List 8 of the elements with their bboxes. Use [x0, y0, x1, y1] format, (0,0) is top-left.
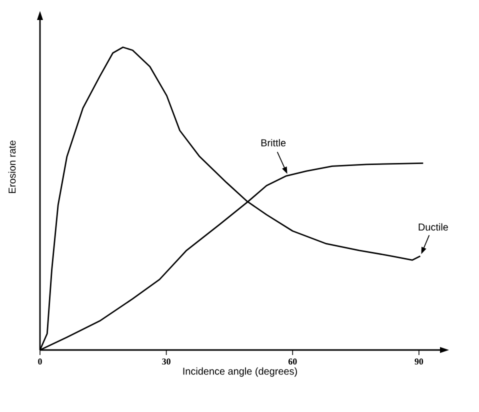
x-tick-label: 0: [38, 358, 42, 365]
y-axis-title: Erosion rate: [8, 140, 16, 194]
x-tick-label: 60: [288, 358, 297, 365]
x-tick-label: 30: [162, 358, 170, 365]
x-tick-label: 90: [414, 358, 424, 365]
text: Ductile: [418, 223, 448, 231]
x-axis-title: Incidence angle (degrees): [183, 367, 297, 377]
text: Brittle: [261, 139, 286, 146]
